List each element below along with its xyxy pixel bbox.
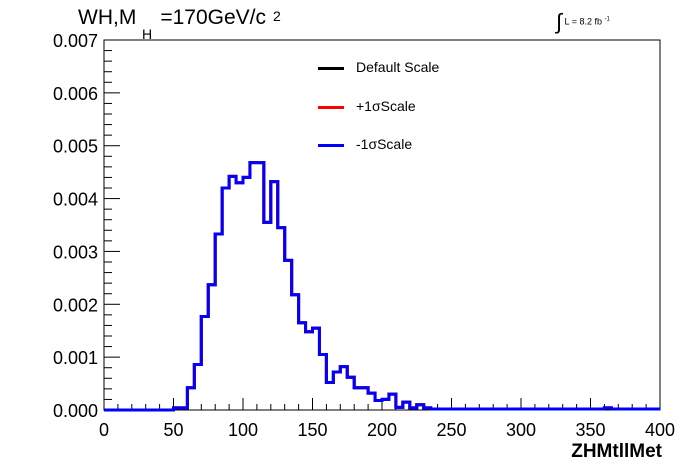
x-tick-label: 50: [163, 420, 183, 440]
legend: Default Scale +1σScale -1σScale: [318, 56, 498, 172]
legend-swatch-plus: [318, 105, 344, 109]
series-line-2: [104, 161, 660, 412]
x-tick-label: 300: [506, 420, 536, 440]
legend-label-plus: +1σScale: [356, 97, 416, 114]
title-rest: =170GeV/c: [160, 6, 266, 29]
y-tick-label: 0.002: [53, 295, 98, 315]
x-tick-label: 200: [367, 420, 397, 440]
y-tick-label: 0.005: [53, 137, 98, 157]
y-tick-label: 0.004: [53, 190, 98, 210]
title-superscript: 2: [273, 8, 281, 24]
y-tick-label: 0.006: [53, 84, 98, 104]
series-line-0: [104, 161, 660, 412]
luminosity-label: ∫ L = 8.2 fb -1: [556, 9, 610, 34]
series-line-1: [104, 161, 660, 412]
x-tick-label: 250: [436, 420, 466, 440]
x-axis-label: ZHMtllMet: [571, 441, 662, 462]
y-tick-label: 0.001: [53, 348, 98, 368]
tick-labels: 0 50 100 150 200 250 300 350 400 0.000 0.001 0.002 0…: [53, 31, 675, 440]
series-group: [104, 161, 660, 412]
x-tick-label: 100: [228, 420, 258, 440]
x-tick-label: 0: [99, 420, 109, 440]
y-tick-label: 0.007: [53, 31, 98, 51]
integral-icon: ∫: [556, 9, 563, 34]
legend-label-minus: -1σScale: [356, 136, 413, 152]
legend-entry-default: Default Scale: [318, 56, 498, 95]
legend-swatch-default: [318, 67, 344, 70]
lumi-text: L = 8.2 fb: [564, 16, 602, 27]
legend-swatch-minus: [318, 144, 344, 147]
chart-title: WH,M =170GeV/c: [78, 7, 266, 28]
x-tick-label: 350: [575, 420, 605, 440]
title-subscript: H: [142, 26, 153, 42]
lumi-sup: -1: [604, 16, 610, 23]
y-tick-label: 0.000: [53, 401, 98, 421]
x-tick-label: 400: [645, 420, 675, 440]
y-tick-label: 0.003: [53, 242, 98, 262]
legend-label-default: Default Scale: [356, 59, 440, 75]
legend-entry-plus: +1σScale: [318, 95, 498, 134]
title-text: WH,M: [78, 6, 137, 29]
legend-entry-minus: -1σScale: [318, 133, 498, 172]
x-tick-label: 150: [297, 420, 327, 440]
